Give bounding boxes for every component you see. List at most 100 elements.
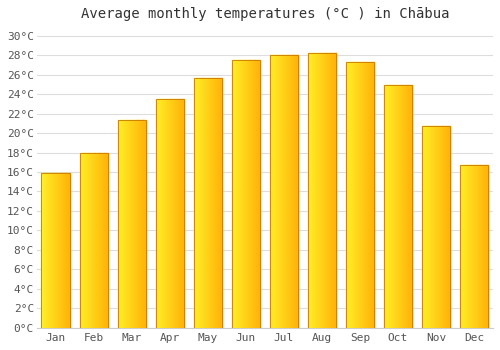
Bar: [321, 52, 322, 328]
Bar: [442, 126, 443, 328]
Bar: [63, 173, 64, 328]
Bar: [403, 85, 404, 328]
Bar: [388, 85, 390, 328]
Bar: [271, 55, 272, 328]
Bar: [144, 120, 146, 328]
Bar: [352, 62, 353, 328]
Bar: [394, 85, 395, 328]
Bar: [82, 153, 83, 328]
Bar: [54, 173, 55, 328]
Bar: [123, 120, 124, 328]
Bar: [434, 126, 436, 328]
Bar: [212, 78, 213, 328]
Bar: [105, 153, 106, 328]
Bar: [283, 55, 284, 328]
Bar: [348, 62, 350, 328]
Bar: [159, 99, 160, 328]
Bar: [118, 120, 119, 328]
Bar: [436, 126, 438, 328]
Bar: [66, 173, 67, 328]
Bar: [277, 55, 278, 328]
Bar: [422, 126, 450, 328]
Bar: [280, 55, 281, 328]
Bar: [194, 78, 195, 328]
Bar: [370, 62, 372, 328]
Bar: [326, 52, 327, 328]
Bar: [101, 153, 102, 328]
Bar: [241, 60, 242, 328]
Bar: [238, 60, 239, 328]
Bar: [129, 120, 130, 328]
Bar: [325, 52, 326, 328]
Bar: [385, 85, 386, 328]
Bar: [246, 60, 248, 328]
Bar: [405, 85, 406, 328]
Bar: [208, 78, 210, 328]
Bar: [384, 85, 412, 328]
Bar: [432, 126, 433, 328]
Bar: [140, 120, 141, 328]
Bar: [286, 55, 287, 328]
Bar: [319, 52, 320, 328]
Bar: [470, 165, 472, 328]
Bar: [156, 99, 157, 328]
Bar: [311, 52, 312, 328]
Bar: [124, 120, 126, 328]
Bar: [462, 165, 464, 328]
Bar: [218, 78, 220, 328]
Bar: [168, 99, 169, 328]
Bar: [327, 52, 328, 328]
Bar: [366, 62, 367, 328]
Bar: [238, 60, 240, 328]
Bar: [464, 165, 465, 328]
Bar: [202, 78, 203, 328]
Bar: [53, 173, 54, 328]
Bar: [42, 173, 43, 328]
Bar: [258, 60, 259, 328]
Bar: [468, 165, 469, 328]
Bar: [355, 62, 356, 328]
Bar: [56, 173, 57, 328]
Bar: [359, 62, 360, 328]
Bar: [164, 99, 165, 328]
Bar: [220, 78, 222, 328]
Bar: [392, 85, 393, 328]
Bar: [236, 60, 238, 328]
Bar: [287, 55, 288, 328]
Bar: [350, 62, 352, 328]
Bar: [289, 55, 290, 328]
Bar: [402, 85, 403, 328]
Bar: [210, 78, 212, 328]
Bar: [119, 120, 120, 328]
Bar: [431, 126, 432, 328]
Bar: [91, 153, 92, 328]
Bar: [143, 120, 144, 328]
Bar: [410, 85, 411, 328]
Bar: [138, 120, 139, 328]
Bar: [242, 60, 243, 328]
Bar: [466, 165, 467, 328]
Bar: [166, 99, 167, 328]
Bar: [103, 153, 104, 328]
Bar: [89, 153, 90, 328]
Bar: [400, 85, 401, 328]
Bar: [334, 52, 335, 328]
Bar: [362, 62, 363, 328]
Bar: [422, 126, 424, 328]
Title: Average monthly temperatures (°C ) in Chābua: Average monthly temperatures (°C ) in Ch…: [80, 7, 449, 21]
Bar: [438, 126, 439, 328]
Bar: [312, 52, 314, 328]
Bar: [84, 153, 86, 328]
Bar: [118, 120, 146, 328]
Bar: [160, 99, 162, 328]
Bar: [50, 173, 51, 328]
Bar: [296, 55, 297, 328]
Bar: [279, 55, 280, 328]
Bar: [232, 60, 233, 328]
Bar: [167, 99, 168, 328]
Bar: [62, 173, 63, 328]
Bar: [220, 78, 221, 328]
Bar: [357, 62, 358, 328]
Bar: [131, 120, 132, 328]
Bar: [408, 85, 409, 328]
